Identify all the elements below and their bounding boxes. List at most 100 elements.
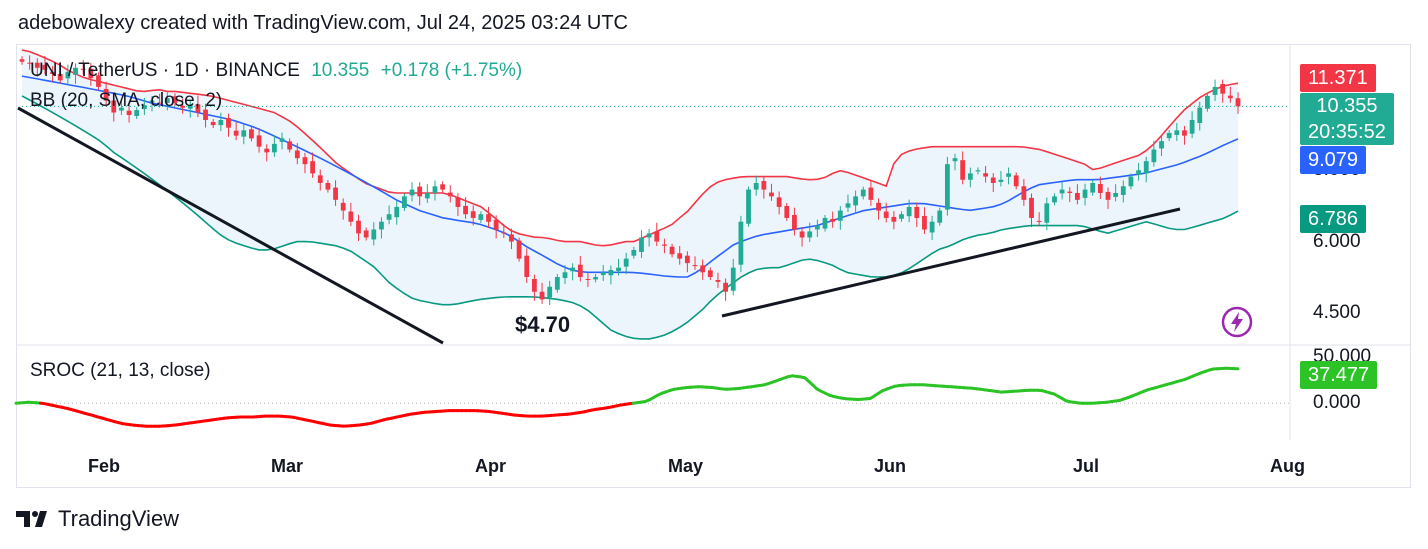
- candle-body: [944, 164, 950, 210]
- candle-body: [363, 230, 369, 238]
- candle-body: [119, 107, 124, 111]
- candle: [1074, 184, 1080, 205]
- candle-body: [379, 221, 384, 230]
- candle-body: [1044, 203, 1050, 223]
- candle-body: [623, 258, 629, 267]
- candle: [738, 215, 744, 273]
- candle-body: [27, 62, 33, 64]
- candle: [1090, 180, 1096, 196]
- candle: [394, 201, 400, 225]
- candle-body: [723, 282, 728, 292]
- candle-body: [792, 214, 797, 230]
- candle-body: [1090, 182, 1096, 193]
- candle: [287, 138, 293, 153]
- price-pane: [19, 49, 1290, 340]
- candle: [1067, 187, 1073, 203]
- candle-body: [967, 173, 973, 180]
- candle-body: [707, 270, 713, 278]
- candle-body: [447, 192, 453, 197]
- candle-body: [1120, 186, 1126, 195]
- candle-body: [662, 244, 667, 246]
- candle: [707, 267, 713, 280]
- tradingview-footer[interactable]: TradingView: [16, 506, 179, 532]
- candle-body: [570, 267, 576, 272]
- candle: [860, 186, 866, 200]
- candle-body: [1159, 141, 1164, 149]
- candle-body: [1128, 176, 1134, 187]
- candle-body: [700, 265, 706, 273]
- candle: [478, 211, 484, 223]
- candle-body: [1082, 189, 1088, 198]
- candle: [164, 92, 170, 111]
- candle-body: [80, 68, 86, 70]
- candle: [1212, 79, 1218, 101]
- candle: [577, 255, 583, 282]
- candle-body: [203, 109, 208, 121]
- candle: [27, 55, 33, 70]
- candle: [1205, 92, 1210, 112]
- tradingview-logo-icon: [16, 511, 47, 527]
- symbol-legend[interactable]: UNI / TetherUS · 1D · BINANCE 10.355 +0.…: [30, 60, 522, 82]
- candle-body: [868, 187, 874, 200]
- candle: [669, 243, 675, 258]
- candle: [149, 96, 155, 112]
- candle: [891, 211, 897, 230]
- candle: [96, 72, 101, 90]
- sroc-legend[interactable]: SROC (21, 13, close): [30, 360, 211, 381]
- candle: [1227, 86, 1233, 103]
- candle: [814, 219, 820, 238]
- candle: [317, 169, 323, 191]
- candle-body: [279, 138, 285, 142]
- candle: [432, 180, 438, 201]
- candle: [975, 167, 981, 175]
- candle: [516, 237, 522, 262]
- candle-body: [218, 120, 224, 126]
- bb-upper-tag: 11.371: [1300, 64, 1376, 92]
- candle-body: [853, 196, 859, 206]
- candle-body: [1113, 192, 1119, 197]
- candle-body: [937, 210, 943, 223]
- candle: [623, 252, 629, 275]
- bb-legend[interactable]: BB (20, SMA, close, 2): [30, 90, 223, 111]
- lightning-bolt-icon[interactable]: [1221, 306, 1253, 338]
- candle-body: [1105, 191, 1111, 200]
- candle: [356, 214, 361, 241]
- chart-frame[interactable]: [16, 44, 1411, 488]
- candle: [157, 93, 163, 108]
- candle: [837, 206, 843, 230]
- candle: [1159, 135, 1164, 157]
- candle-body: [952, 158, 958, 162]
- candle: [1235, 92, 1241, 114]
- candle: [1082, 183, 1088, 206]
- sroc-pane: [14, 366, 1290, 428]
- candle-body: [65, 71, 71, 79]
- candle: [401, 193, 407, 211]
- candle: [1006, 167, 1011, 185]
- candle-body: [684, 255, 690, 264]
- candle-body: [1074, 192, 1080, 200]
- candle-body: [608, 269, 614, 276]
- candle-body: [111, 100, 117, 113]
- bb-lower-line: [21, 95, 1239, 340]
- candle-body: [554, 277, 560, 290]
- time-tick-label: Feb: [88, 456, 121, 476]
- candle-body: [807, 231, 813, 238]
- candle: [1120, 180, 1126, 203]
- candle-body: [883, 211, 889, 218]
- candle: [532, 274, 537, 301]
- candle-body: [233, 130, 239, 136]
- candle: [723, 278, 728, 301]
- descending-trendline: [17, 106, 444, 345]
- candle-body: [1220, 83, 1226, 94]
- candle-body: [769, 192, 774, 197]
- candle: [271, 135, 277, 157]
- candle: [80, 60, 86, 75]
- candle: [570, 263, 576, 281]
- candle: [1029, 193, 1034, 228]
- candle-body: [776, 197, 782, 207]
- time-tick-label: May: [668, 456, 704, 476]
- candle: [73, 63, 78, 84]
- bb-lower-tag: 6.786: [1300, 205, 1367, 233]
- candle: [134, 107, 140, 119]
